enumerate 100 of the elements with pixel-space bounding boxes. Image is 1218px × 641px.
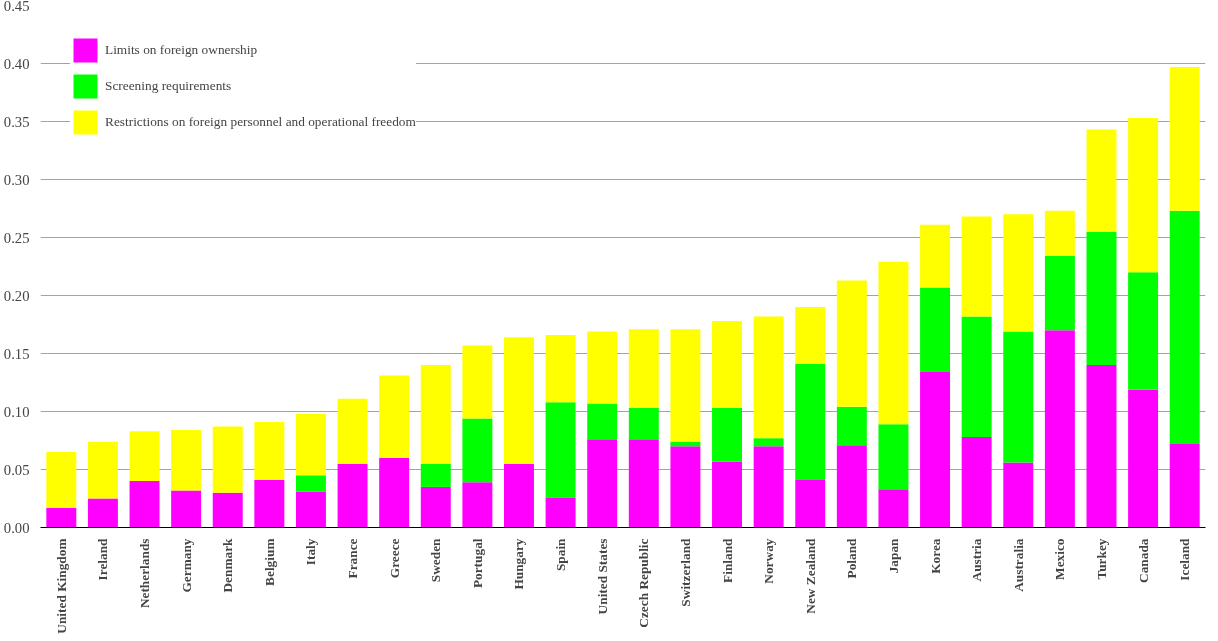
x-tick-label: United Kingdom <box>53 538 69 634</box>
x-tick-label: Poland <box>844 537 860 579</box>
bar <box>795 307 826 364</box>
bar <box>171 490 202 528</box>
bar <box>462 345 493 419</box>
bar <box>1003 462 1034 528</box>
bar <box>795 479 826 528</box>
x-tick-label: Switzerland <box>677 537 693 607</box>
bar <box>420 463 451 487</box>
bar <box>1169 66 1200 211</box>
bar <box>254 421 285 480</box>
bar <box>545 402 576 498</box>
bar <box>712 321 742 409</box>
bar <box>628 329 659 409</box>
bar <box>1044 210 1075 257</box>
bar <box>1044 330 1075 528</box>
y-tick-label: 0.10 <box>3 403 30 420</box>
bar <box>1128 272 1159 390</box>
bar <box>545 497 576 528</box>
bar <box>504 463 534 528</box>
x-tick-label: France <box>345 538 361 579</box>
x-tick-label: United States <box>594 538 610 615</box>
bar <box>46 452 77 508</box>
bar <box>1169 443 1200 528</box>
x-tick-label: Ireland <box>95 537 111 581</box>
bar <box>712 461 742 528</box>
bar <box>670 329 701 442</box>
x-tick-label: Finland <box>719 537 735 583</box>
bar <box>961 437 992 528</box>
bar <box>295 413 326 476</box>
bar <box>836 280 867 407</box>
x-tick-label: Netherlands <box>137 538 153 609</box>
bar <box>1086 129 1117 232</box>
bar <box>1169 210 1200 444</box>
bar <box>920 224 951 288</box>
bar <box>46 507 77 528</box>
bar <box>462 482 493 528</box>
y-tick-label: 0.00 <box>3 519 30 536</box>
y-tick-label: 0.05 <box>3 461 30 478</box>
bar <box>1003 214 1034 332</box>
x-tick-label: Greece <box>386 538 402 579</box>
x-tick-label: Canada <box>1135 538 1151 583</box>
y-tick-label: 0.25 <box>3 229 30 246</box>
x-tick-label: Australia <box>1010 538 1026 592</box>
bar <box>628 439 659 528</box>
bar <box>1128 389 1159 528</box>
bar <box>628 408 659 440</box>
bar <box>87 498 118 528</box>
bar <box>295 475 326 492</box>
legend-label: Restrictions on foreign personnel and operational freedom <box>105 114 416 130</box>
bar <box>753 316 784 439</box>
x-tick-label: Austria <box>969 538 985 582</box>
bar <box>171 430 202 491</box>
bar <box>795 363 826 480</box>
legend-label: Screening requirements <box>105 78 232 94</box>
bar <box>295 491 326 528</box>
bar <box>87 441 118 499</box>
bar <box>836 445 867 528</box>
bar <box>920 372 951 528</box>
bar <box>379 375 410 458</box>
bar <box>545 334 576 403</box>
bar <box>587 439 618 528</box>
bar <box>337 398 368 464</box>
x-tick-label: Sweden <box>428 537 444 583</box>
x-tick-label: Japan <box>885 537 901 574</box>
bar <box>1128 118 1159 273</box>
x-tick-label: Spain <box>553 537 569 572</box>
bar <box>753 438 784 447</box>
legend-label: Limits on foreign ownership <box>105 42 258 58</box>
bar <box>420 486 451 528</box>
x-tick-label: Mexico <box>1052 538 1068 580</box>
y-tick-label: 0.35 <box>3 113 30 130</box>
y-tick-label: 0.45 <box>3 0 30 14</box>
bar <box>753 446 784 528</box>
bar <box>712 408 742 462</box>
bar <box>878 261 909 425</box>
y-tick-label: 0.30 <box>3 171 30 188</box>
x-tick-label: Germany <box>178 538 194 593</box>
bar <box>254 479 285 528</box>
bar <box>836 406 867 446</box>
bar <box>212 492 243 528</box>
bar <box>670 446 701 528</box>
bar <box>129 481 160 528</box>
bar <box>961 316 992 438</box>
x-tick-label: Hungary <box>511 538 527 590</box>
bar <box>1044 256 1075 331</box>
bar <box>379 457 410 528</box>
bar <box>129 431 160 482</box>
bar <box>420 365 451 464</box>
x-tick-label: New Zealand <box>802 537 818 614</box>
bar <box>337 463 368 528</box>
bar <box>961 216 992 317</box>
bar <box>504 337 534 464</box>
bar <box>462 418 493 483</box>
x-tick-label: Portugal <box>469 538 485 589</box>
x-tick-label: Denmark <box>220 537 236 593</box>
x-tick-label: Italy <box>303 538 319 566</box>
bar <box>878 489 909 528</box>
y-tick-label: 0.15 <box>3 345 30 362</box>
bar <box>212 426 243 493</box>
